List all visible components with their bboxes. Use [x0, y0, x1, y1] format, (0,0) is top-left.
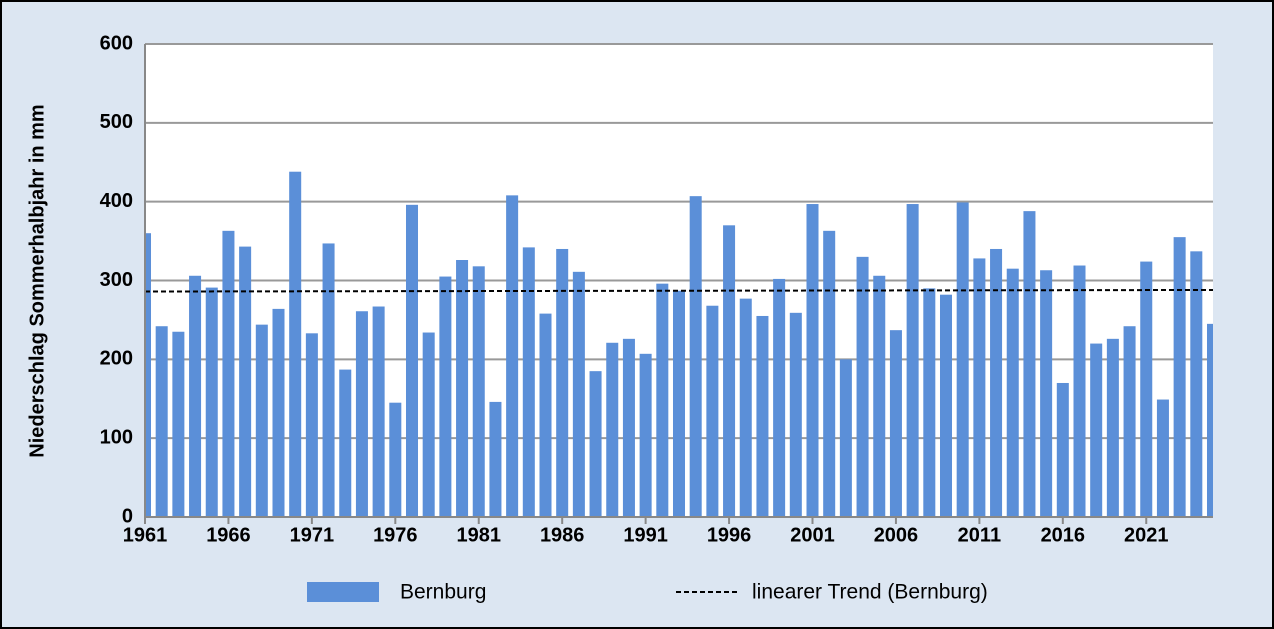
x-tick-label: 2011: [958, 524, 1001, 546]
x-tick-label: 1966: [206, 524, 251, 546]
bar: [706, 305, 719, 517]
bar: [1023, 211, 1036, 518]
legend-label: Bernburg: [400, 581, 486, 604]
bar: [205, 287, 218, 517]
bar: [689, 196, 702, 518]
bar: [990, 248, 1003, 517]
bar: [973, 258, 986, 517]
bar: [439, 276, 452, 517]
bar: [672, 290, 686, 517]
y-tick-label: 600: [100, 32, 133, 54]
bar: [1123, 326, 1136, 517]
x-tick-label: 1981: [457, 524, 502, 546]
bar: [622, 338, 635, 517]
x-tick-label: 2016: [1041, 524, 1086, 546]
bar: [189, 275, 202, 517]
bar: [1140, 261, 1153, 517]
bar: [1006, 268, 1019, 517]
bar: [422, 332, 435, 517]
bar: [839, 359, 852, 517]
bar: [1156, 399, 1169, 517]
bar: [489, 401, 502, 517]
bar: [305, 333, 318, 517]
x-tick-label: 1996: [707, 524, 752, 546]
bar: [739, 298, 752, 517]
bar: [789, 312, 802, 517]
bar: [773, 278, 786, 517]
bar: [522, 247, 535, 517]
x-tick-label: 1971: [290, 524, 335, 546]
bar: [556, 248, 569, 517]
bar: [255, 324, 268, 517]
bar: [145, 233, 152, 517]
bar: [656, 283, 669, 517]
bar: [1056, 382, 1069, 517]
bar: [806, 204, 819, 517]
bar: [589, 371, 602, 517]
bar: [172, 331, 185, 517]
bar: [456, 260, 469, 517]
bar: [939, 294, 953, 517]
x-tick-label: 1986: [540, 524, 585, 546]
bar: [1106, 338, 1119, 517]
bar: [239, 246, 252, 517]
bar: [372, 306, 385, 517]
bar: [823, 230, 836, 517]
bar: [289, 171, 302, 517]
y-tick-label: 300: [100, 269, 133, 291]
x-tick-label: 1961: [123, 524, 168, 546]
y-tick-label: 0: [122, 505, 133, 527]
bar: [389, 402, 402, 517]
bar: [506, 195, 519, 518]
bar: [1206, 323, 1213, 517]
bar: [639, 353, 652, 517]
bar: [339, 369, 352, 517]
bar: [405, 204, 419, 517]
bar: [1073, 265, 1086, 517]
bar: [272, 308, 285, 517]
bar: [322, 243, 335, 517]
bar: [1173, 237, 1186, 517]
bar: [889, 330, 902, 517]
trend-line: [144, 288, 1214, 293]
x-tick-label: 2001: [790, 524, 835, 546]
legend-swatch: [307, 582, 379, 602]
bar: [355, 311, 368, 517]
legend-label: linearer Trend (Bernburg): [752, 581, 988, 604]
bar: [472, 266, 485, 517]
bar: [155, 326, 168, 517]
x-tick-label: 2021: [1124, 524, 1169, 546]
bar: [756, 315, 769, 517]
x-tick-label: 2006: [874, 524, 919, 546]
y-axis-label: Niederschlag Sommerhalbjahr in mm: [26, 104, 48, 457]
bar: [856, 256, 869, 517]
bar: [723, 225, 736, 518]
y-tick-label: 500: [100, 111, 133, 133]
bar: [572, 271, 585, 517]
x-tick-label: 1976: [373, 524, 418, 546]
bar: [539, 313, 552, 517]
bar: [923, 288, 936, 517]
y-tick-label: 200: [100, 348, 133, 370]
bar: [222, 230, 235, 517]
bar: [1090, 343, 1103, 517]
bar: [1190, 251, 1203, 517]
bar: [873, 275, 886, 517]
bar: [1040, 270, 1053, 517]
x-tick-label: 1991: [623, 524, 668, 546]
y-tick-label: 400: [100, 190, 133, 212]
bar: [956, 202, 969, 517]
bar: [906, 204, 919, 517]
bar: [606, 342, 619, 517]
y-tick-label: 100: [100, 426, 133, 448]
